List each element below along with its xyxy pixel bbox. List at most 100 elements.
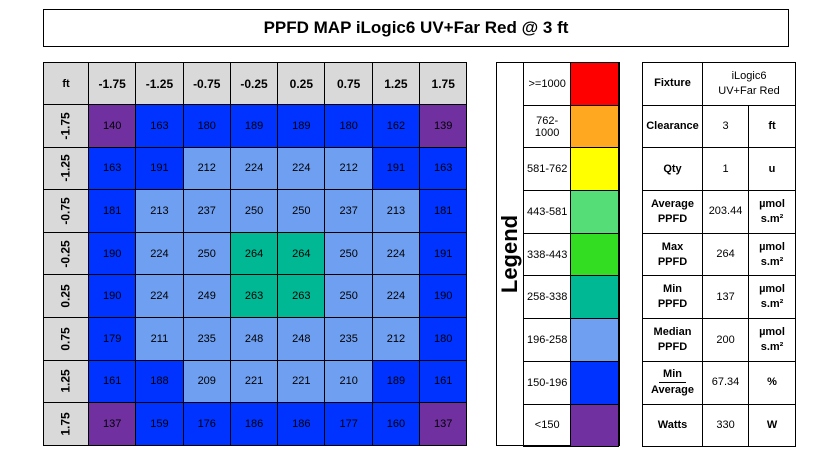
- heatmap-cell: 188: [135, 359, 184, 404]
- heatmap-cell: 248: [277, 316, 326, 361]
- average-value: 203.44: [702, 190, 750, 234]
- legend: Legend >=1000 762-1000 581-762 443-581 338-4…: [496, 62, 620, 448]
- legend-swatch: [570, 232, 619, 277]
- median-label: Median PPFD: [641, 318, 704, 362]
- ppfd-heatmap: ft -1.75 -1.25 -0.75 -0.25 0.25 0.75 1.25 1.75 …: [43, 62, 468, 446]
- max-label: Max PPFD: [641, 232, 704, 277]
- heatmap-row: -1.75 140 163 180 189 189 180 162 139: [43, 104, 468, 148]
- row-header: -1.25: [43, 146, 89, 191]
- heatmap-cell: 137: [419, 402, 468, 446]
- heatmap-cell: 210: [324, 359, 373, 404]
- legend-row: 150-196: [522, 360, 619, 405]
- qty-label: Qty: [641, 147, 704, 192]
- heatmap-cell: 249: [182, 274, 231, 318]
- heatmap-cell: 163: [419, 146, 468, 191]
- median-unit: µmol s.m²: [748, 318, 797, 362]
- legend-range: 150-196: [522, 360, 572, 405]
- legend-row: 762-1000: [522, 104, 619, 149]
- heatmap-cell: 189: [229, 104, 279, 148]
- row-header: -0.75: [43, 189, 89, 233]
- column-header: -0.25: [229, 62, 279, 105]
- uniformity-label: Min Average: [641, 360, 704, 405]
- legend-row: <150: [522, 403, 619, 448]
- column-header: 1.25: [371, 62, 421, 105]
- legend-row: 258-338: [522, 275, 619, 320]
- heatmap-cell: 209: [182, 359, 231, 404]
- info-row-qty: Qty 1 u: [641, 147, 797, 192]
- legend-row: 443-581: [522, 190, 619, 234]
- info-row-fixture: Fixture iLogic6 UV+Far Red: [641, 62, 797, 106]
- column-header: 0.25: [277, 62, 326, 105]
- heatmap-cell: 189: [371, 359, 421, 404]
- average-label: Average PPFD: [641, 190, 704, 234]
- heatmap-cell: 237: [324, 189, 373, 233]
- fixture-value: iLogic6 UV+Far Red: [702, 62, 797, 106]
- column-header: 0.75: [324, 62, 373, 105]
- heatmap-cell: 213: [371, 189, 421, 233]
- heatmap-cell: 250: [182, 231, 231, 276]
- legend-swatch: [570, 62, 619, 106]
- heatmap-cell: 235: [324, 316, 373, 361]
- heatmap-cell: 237: [182, 189, 231, 233]
- column-header: -0.75: [182, 62, 231, 105]
- row-header-label: 0.75: [58, 327, 73, 351]
- heatmap-cell: 181: [419, 189, 468, 233]
- heatmap-cell: 180: [419, 316, 468, 361]
- row-header: 1.75: [43, 402, 89, 446]
- column-header: -1.75: [87, 62, 137, 105]
- legend-swatch: [570, 403, 619, 448]
- legend-swatch: [570, 318, 619, 362]
- heatmap-cell: 161: [419, 359, 468, 404]
- heatmap-cell: 250: [277, 189, 326, 233]
- row-header-label: 1.75: [58, 412, 73, 436]
- row-header-label: -0.25: [58, 239, 73, 268]
- heatmap-cell: 177: [324, 402, 373, 446]
- heatmap-row: 1.25 161 188 209 221 221 210 189 161: [43, 359, 468, 404]
- legend-range: 258-338: [522, 275, 572, 320]
- corner-label: ft: [43, 62, 89, 105]
- uniformity-unit: %: [748, 360, 797, 405]
- heatmap-cell: 159: [135, 402, 184, 446]
- info-row-watts: Watts 330 W: [641, 403, 797, 448]
- heatmap-cell: 176: [182, 402, 231, 446]
- uniformity-value: 67.34: [702, 360, 750, 405]
- heatmap-cell: 224: [371, 231, 421, 276]
- legend-title-cell: Legend: [497, 63, 523, 445]
- legend-swatch: [570, 147, 619, 192]
- legend-title: Legend: [497, 214, 523, 294]
- legend-swatch: [570, 104, 619, 149]
- column-header: 1.75: [419, 62, 468, 105]
- heatmap-cell: 212: [324, 146, 373, 191]
- heatmap-cell: 250: [229, 189, 279, 233]
- heatmap-cell: 224: [277, 146, 326, 191]
- clearance-value: 3: [702, 104, 750, 149]
- heatmap-cell: 180: [182, 104, 231, 148]
- legend-row: >=1000: [522, 62, 619, 106]
- qty-unit: u: [748, 147, 797, 192]
- max-unit: µmol s.m²: [748, 232, 797, 277]
- qty-value: 1: [702, 147, 750, 192]
- legend-range: 196-258: [522, 318, 572, 362]
- column-header: -1.25: [135, 62, 184, 105]
- fixture-label: Fixture: [641, 62, 704, 106]
- heatmap-cell: 263: [277, 274, 326, 318]
- heatmap-cell: 163: [135, 104, 184, 148]
- heatmap-cell: 181: [87, 189, 137, 233]
- row-header-label: 0.25: [58, 284, 73, 308]
- heatmap-cell: 224: [135, 274, 184, 318]
- heatmap-cell: 191: [371, 146, 421, 191]
- heatmap-cell: 213: [135, 189, 184, 233]
- legend-row: 338-443: [522, 232, 619, 277]
- row-header: -0.25: [43, 231, 89, 276]
- clearance-unit: ft: [748, 104, 797, 149]
- legend-row: 196-258: [522, 318, 619, 362]
- heatmap-cell: 212: [371, 316, 421, 361]
- info-row-median: Median PPFD 200 µmol s.m²: [641, 318, 797, 362]
- heatmap-cell: 189: [277, 104, 326, 148]
- clearance-label: Clearance: [641, 104, 704, 149]
- heatmap-cell: 224: [371, 274, 421, 318]
- row-header: 0.75: [43, 316, 89, 361]
- heatmap-cell: 221: [229, 359, 279, 404]
- heatmap-cell: 179: [87, 316, 137, 361]
- heatmap-row: 0.75 179 211 235 248 248 235 212 180: [43, 316, 468, 361]
